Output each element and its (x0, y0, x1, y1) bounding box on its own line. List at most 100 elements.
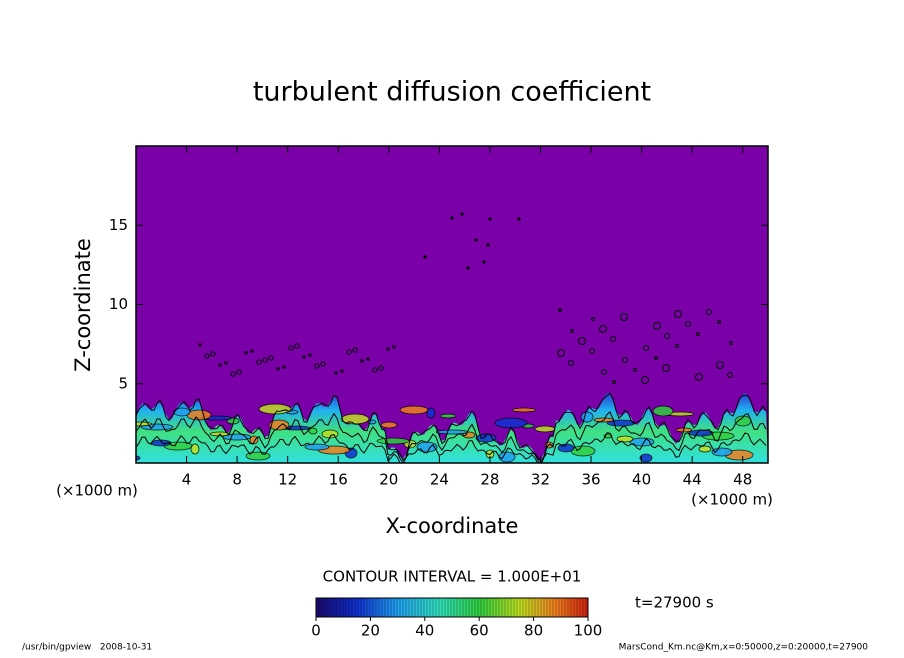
eddy-dot (557, 349, 565, 357)
eddy-dot (716, 361, 724, 369)
y-tick-label: 15 (109, 216, 128, 234)
x-tick-label: 8 (232, 471, 242, 489)
eddy-dot (674, 310, 682, 318)
eddy-dot (308, 353, 312, 357)
eddy (698, 445, 712, 453)
eddy (511, 407, 537, 413)
eddy-dot (558, 308, 562, 312)
eddy (399, 405, 429, 415)
eddy (380, 421, 398, 429)
eddy-dot (717, 320, 721, 324)
x-tick-label: 28 (480, 471, 499, 489)
eddy-dot (643, 345, 649, 351)
x-tick-label: 48 (733, 471, 752, 489)
eddy (580, 411, 594, 423)
eddy-dot (591, 317, 595, 321)
colorbar-tick-label: 20 (361, 622, 380, 640)
eddy-dot (340, 369, 344, 373)
eddy-dot (250, 349, 254, 353)
x-unit: (×1000 m) (56, 482, 138, 500)
eddy-dot (482, 260, 486, 264)
colorbar-tick-label: 100 (574, 622, 603, 640)
chart-title: turbulent diffusion coefficient (253, 77, 651, 108)
colorbar-tick-label: 0 (311, 622, 321, 640)
eddy-dot (654, 356, 658, 360)
eddy-dot (423, 255, 427, 259)
eddy-dot (599, 325, 607, 333)
eddy-dot (352, 347, 358, 353)
eddy-dot (218, 363, 222, 367)
eddy (498, 451, 516, 463)
colorbar-tick-label: 60 (470, 622, 489, 640)
eddy (688, 429, 714, 437)
eddy-dot (366, 357, 370, 361)
eddy (304, 443, 330, 451)
eddy-dot (488, 217, 492, 221)
eddy-dot (727, 372, 733, 378)
x-tick-label: 20 (379, 471, 398, 489)
field (136, 212, 768, 463)
eddy-dot (360, 359, 364, 363)
eddy-dot (460, 212, 464, 216)
eddy (616, 435, 634, 443)
eddy-dot (612, 380, 616, 384)
eddy-dot (601, 369, 607, 375)
eddy-dot (346, 349, 352, 355)
eddy-dot (224, 361, 228, 365)
eddy-dot (610, 336, 616, 342)
contour-interval: CONTOUR INTERVAL = 1.000E+01 (323, 568, 582, 586)
eddy-dot (256, 359, 262, 365)
colorbar-tick-label: 40 (415, 622, 434, 640)
eddy-dot (392, 345, 396, 349)
x-tick-label: 16 (329, 471, 348, 489)
eddy-dot (578, 337, 586, 345)
eddy-dot (282, 365, 286, 369)
colorbar-tick-label: 80 (524, 622, 543, 640)
eddy-dot (204, 353, 210, 359)
x-tick-label: 44 (683, 471, 702, 489)
eddy-dot (302, 355, 306, 359)
eddy-dot (276, 367, 280, 371)
eddy-dot (696, 332, 700, 336)
eddy-dot (210, 351, 216, 357)
eddy-dot (466, 266, 470, 270)
eddy-dot (230, 371, 236, 377)
x-tick-label: 24 (430, 471, 449, 489)
eddy-dot (685, 321, 691, 327)
eddy (639, 453, 653, 463)
x-tick-label: 12 (278, 471, 297, 489)
x-tick-label: 4 (182, 471, 192, 489)
colorbar-stripes (318, 598, 587, 617)
eddy-dot (568, 360, 574, 366)
y-tick-label: 5 (118, 374, 128, 392)
eddy-dot (294, 343, 300, 349)
eddy-dot (641, 376, 649, 384)
eddy-dot (262, 357, 268, 363)
eddy-dot (320, 361, 326, 367)
eddy-dot (664, 333, 670, 339)
eddy-dot (695, 373, 703, 381)
eddy-dot (450, 216, 454, 220)
eddy-dot (386, 347, 390, 351)
eddy-dot (622, 357, 628, 363)
x-unit: (×1000 m) (691, 491, 773, 509)
eddy (190, 443, 200, 455)
eddy (186, 409, 212, 421)
eddy-dot (662, 364, 670, 372)
eddy (150, 439, 172, 447)
eddy-dot (570, 329, 574, 333)
eddy (258, 403, 292, 415)
eddy-dot (633, 368, 637, 372)
eddy-dot (706, 309, 712, 315)
x-axis-label: X-coordinate (386, 514, 519, 538)
eddy (376, 437, 410, 445)
eddy-dot (474, 238, 478, 242)
eddy (652, 405, 674, 417)
eddy-dot (653, 322, 661, 330)
eddy-dot (486, 243, 490, 247)
eddy (426, 407, 436, 419)
eddy-dot (314, 363, 320, 369)
contour-line (136, 411, 767, 463)
eddy (268, 419, 290, 431)
